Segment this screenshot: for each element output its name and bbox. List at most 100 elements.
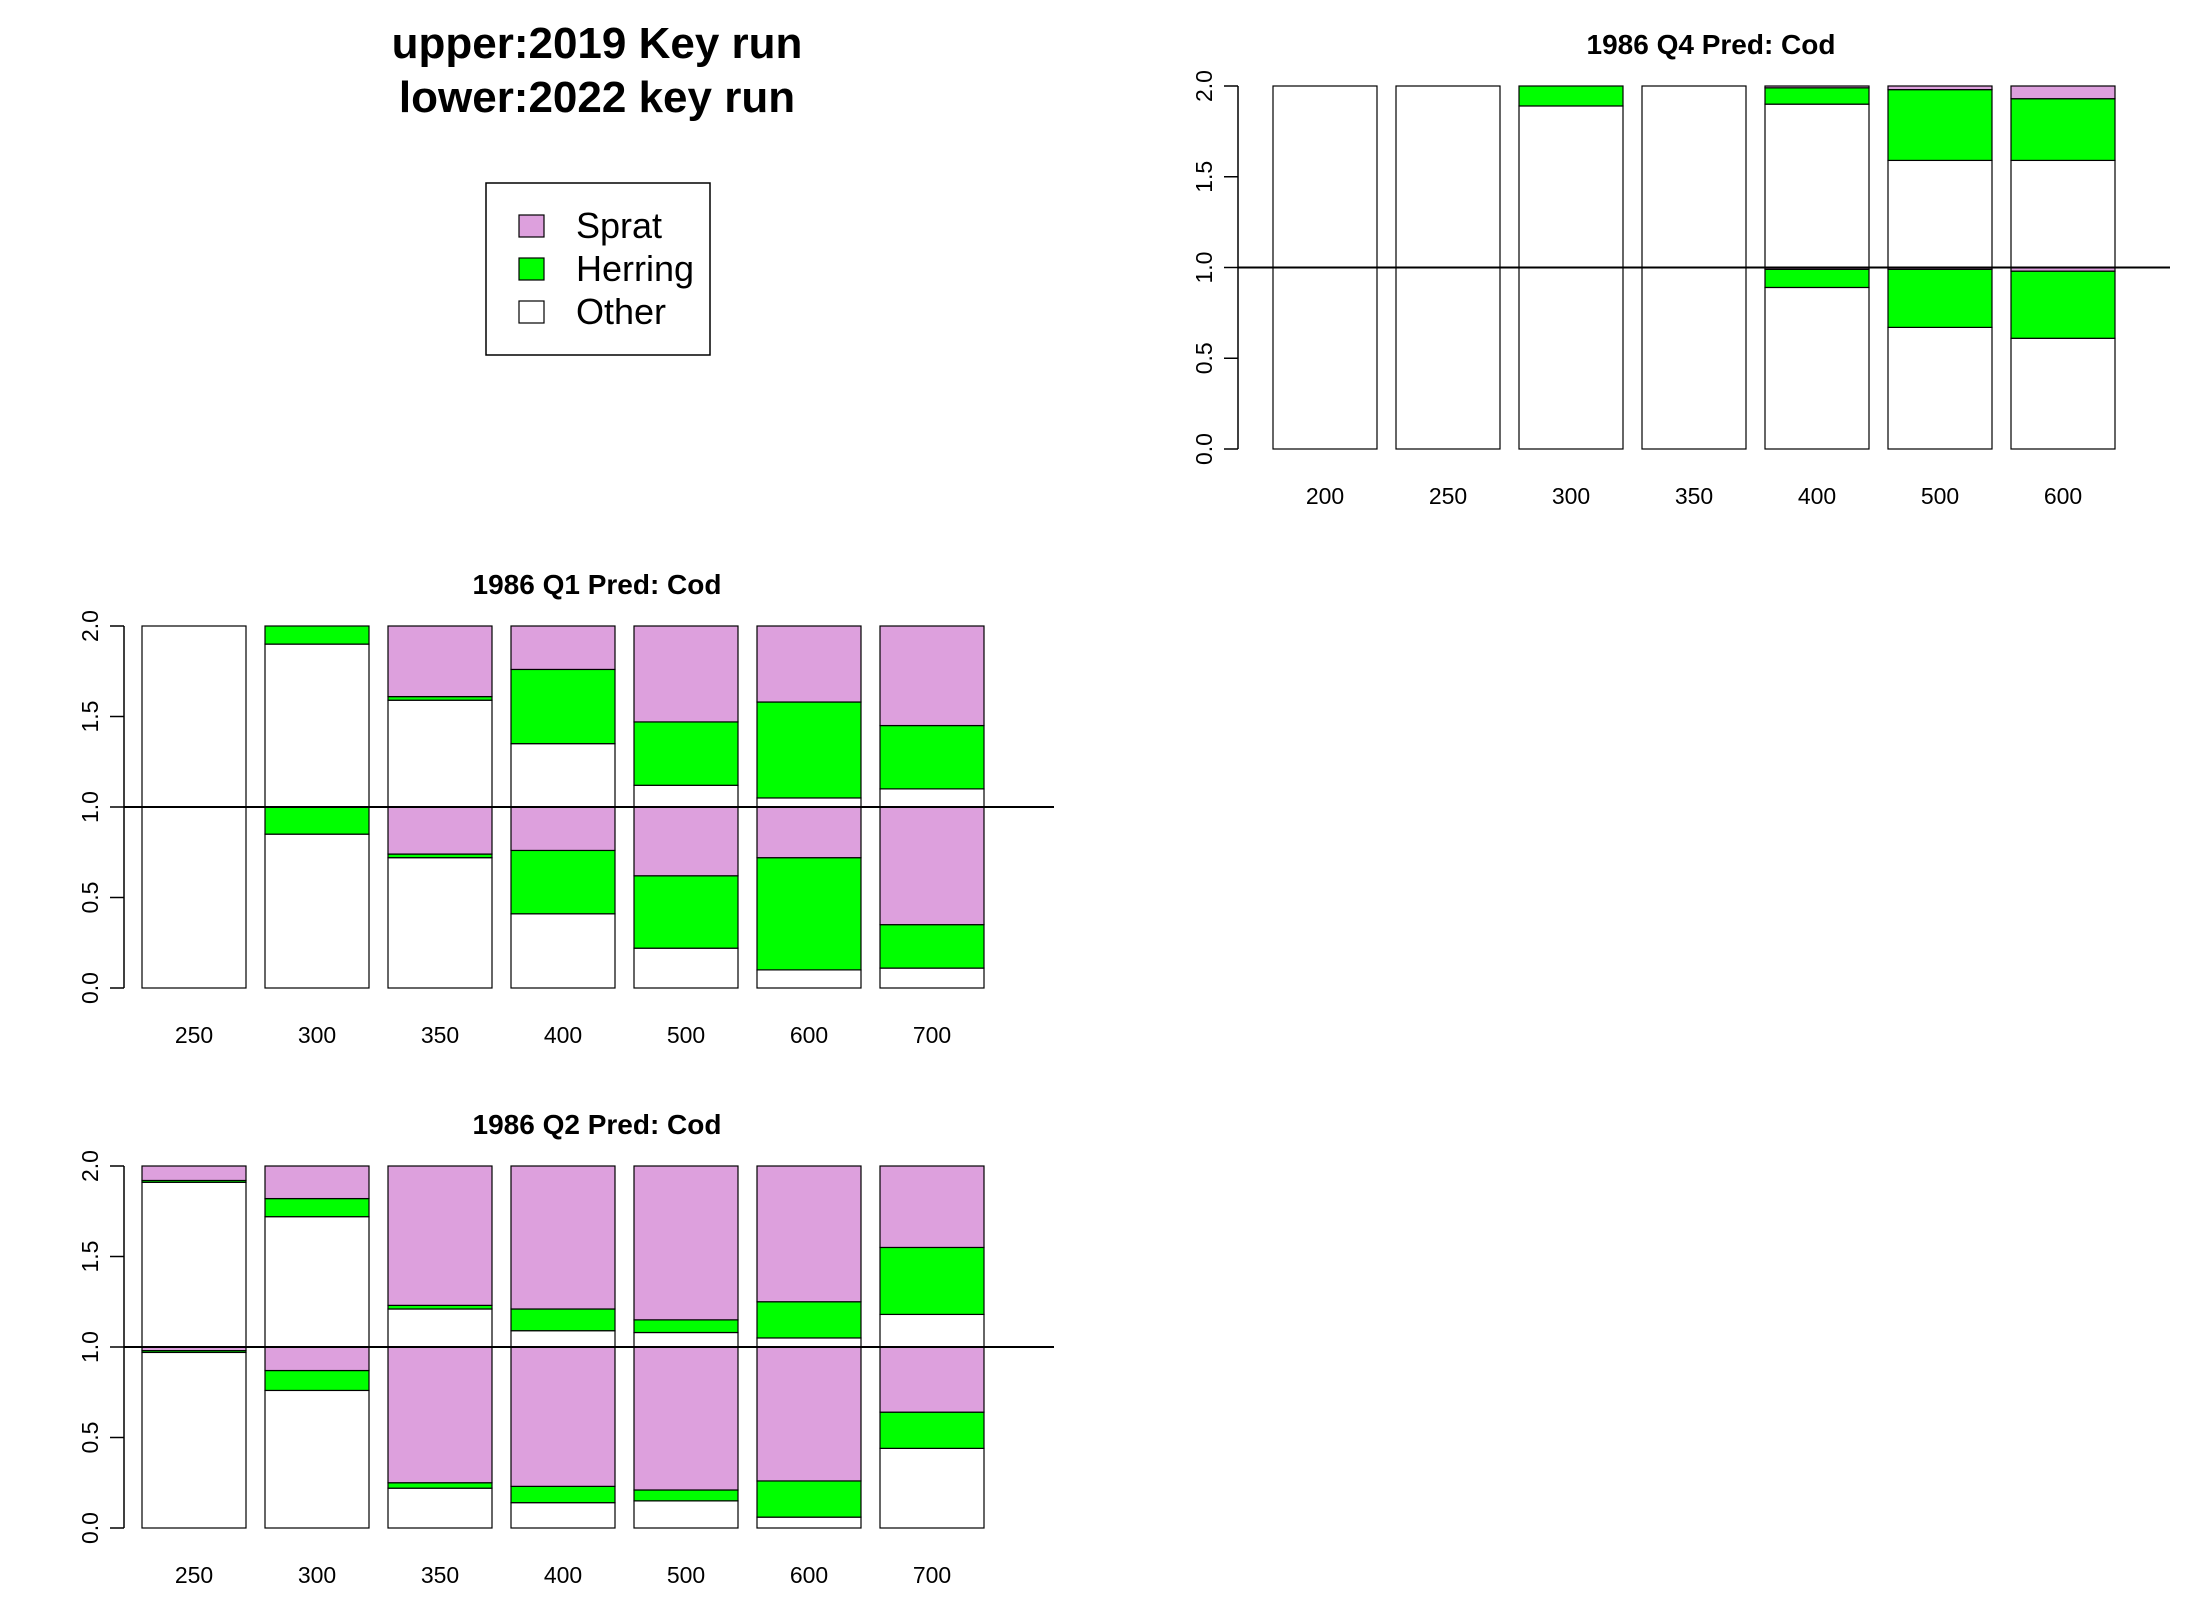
x-tick-label: 600 <box>2044 483 2082 509</box>
chart-panel-1986-q1: 1986 Q1 Pred: Cod 0.0 0.5 1.0 1.5 2.0 250 300 35… <box>77 569 1054 1048</box>
bar-lower-other-600 <box>756 1516 862 1529</box>
x-tick-label: 300 <box>298 1022 336 1048</box>
legend-label-sprat: Sprat <box>576 205 662 246</box>
y-tick-label: 0.0 <box>77 1512 103 1544</box>
bar-lower-other-350 <box>387 1487 493 1529</box>
bar-upper-sprat-350 <box>387 1165 493 1306</box>
legend: Sprat Herring Other <box>485 182 711 356</box>
bar-lower-other-500 <box>633 947 739 989</box>
bar-upper-herring-500 <box>633 721 739 786</box>
x-tick-label: 700 <box>913 1562 951 1588</box>
x-tick-label: 300 <box>1552 483 1590 509</box>
main-title-line-2: lower:2022 key run <box>399 73 795 122</box>
bar-upper-other-700 <box>879 788 985 808</box>
bar-lower-sprat-350 <box>387 1346 493 1484</box>
bar-lower-other-250 <box>141 1351 247 1529</box>
bar-lower-sprat-700 <box>879 1346 985 1413</box>
x-tick-label: 200 <box>1306 483 1344 509</box>
x-tick-label: 500 <box>1921 483 1959 509</box>
y-tick-label: 0.5 <box>77 1422 103 1454</box>
bar-upper-herring-700 <box>879 1246 985 1316</box>
x-tick-label: 500 <box>667 1562 705 1588</box>
bar-lower-herring-700 <box>879 1411 985 1449</box>
x-tick-label: 400 <box>544 1562 582 1588</box>
bar-lower-other-400 <box>1764 286 1870 450</box>
bar-lower-sprat-400 <box>510 806 616 852</box>
panel-title: 1986 Q1 Pred: Cod <box>473 569 722 600</box>
bar-upper-herring-300 <box>264 1197 370 1218</box>
bar-lower-other-600 <box>2010 337 2116 450</box>
x-tick-label: 250 <box>1429 483 1467 509</box>
bar-lower-other-700 <box>879 967 985 989</box>
bar-upper-other-600 <box>756 1337 862 1348</box>
bar-upper-other-400 <box>510 1330 616 1348</box>
bar-lower-other-250 <box>141 806 247 989</box>
bar-upper-sprat-600 <box>756 1165 862 1303</box>
bar-lower-herring-500 <box>633 1489 739 1502</box>
bar-upper-herring-400 <box>510 1308 616 1332</box>
bar-upper-sprat-400 <box>1764 85 1870 89</box>
y-tick-label: 0.5 <box>1191 342 1217 374</box>
bar-lower-sprat-400 <box>510 1346 616 1487</box>
y-tick-label: 0.0 <box>77 972 103 1004</box>
legend-label-herring: Herring <box>576 248 694 289</box>
bar-lower-sprat-300 <box>264 1346 370 1372</box>
bar-lower-herring-300 <box>264 1369 370 1392</box>
bar-upper-sprat-500 <box>633 1165 739 1321</box>
bar-upper-sprat-600 <box>756 625 862 703</box>
legend-label-other: Other <box>576 291 666 332</box>
panel-title: 1986 Q2 Pred: Cod <box>473 1109 722 1140</box>
bar-lower-herring-400 <box>510 1485 616 1504</box>
bar-lower-herring-350 <box>387 1482 493 1489</box>
bar-upper-other-400 <box>510 743 616 808</box>
legend-swatch-herring <box>518 257 545 281</box>
bar-lower-herring-700 <box>879 924 985 969</box>
bar-upper-sprat-350 <box>387 625 493 698</box>
x-tick-label: 300 <box>298 1562 336 1588</box>
x-tick-label: 400 <box>544 1022 582 1048</box>
y-tick-label: 1.5 <box>1191 161 1217 193</box>
bar-lower-sprat-700 <box>879 806 985 926</box>
x-tick-label: 350 <box>421 1562 459 1588</box>
bar-upper-other-350 <box>387 1308 493 1348</box>
bar-upper-other-350 <box>1641 85 1747 269</box>
bar-upper-herring-600 <box>2010 98 2116 162</box>
bar-lower-herring-400 <box>510 849 616 915</box>
bar-lower-other-350 <box>387 857 493 989</box>
bar-upper-sprat-300 <box>264 1165 370 1200</box>
bar-upper-sprat-700 <box>879 625 985 727</box>
bar-lower-other-300 <box>264 1389 370 1529</box>
bar-lower-herring-500 <box>633 875 739 949</box>
bar-lower-other-700 <box>879 1447 985 1529</box>
y-tick-label: 2.0 <box>77 1150 103 1182</box>
bar-upper-other-250 <box>141 625 247 808</box>
bar-lower-sprat-500 <box>633 806 739 877</box>
bar-upper-other-500 <box>633 784 739 808</box>
bar-upper-other-300 <box>264 1216 370 1348</box>
bar-upper-other-300 <box>264 643 370 808</box>
bar-upper-other-200 <box>1272 85 1378 269</box>
x-tick-label: 350 <box>1675 483 1713 509</box>
bar-lower-other-350 <box>1641 266 1747 450</box>
bar-lower-other-200 <box>1272 266 1378 450</box>
y-tick-label: 1.0 <box>1191 252 1217 284</box>
y-tick-label: 1.5 <box>77 1241 103 1273</box>
x-tick-label: 600 <box>790 1562 828 1588</box>
bar-upper-other-600 <box>756 797 862 808</box>
bar-upper-other-700 <box>879 1313 985 1348</box>
bar-upper-other-500 <box>1887 159 1993 269</box>
bar-lower-herring-400 <box>1764 268 1870 289</box>
x-tick-label: 600 <box>790 1022 828 1048</box>
y-tick-label: 1.0 <box>77 791 103 823</box>
bar-upper-herring-300 <box>1518 85 1624 107</box>
legend-swatch-sprat <box>518 214 545 238</box>
bar-lower-other-500 <box>1887 326 1993 450</box>
panel-title: 1986 Q4 Pred: Cod <box>1587 29 1836 60</box>
chart-panel-1986-q4: 1986 Q4 Pred: Cod 0.0 0.5 1.0 1.5 2.0 200 250 30… <box>1191 29 2170 509</box>
bar-upper-herring-300 <box>264 625 370 645</box>
bar-lower-other-250 <box>1395 266 1501 450</box>
y-tick-label: 0.5 <box>77 882 103 914</box>
bar-upper-other-350 <box>387 699 493 808</box>
bar-upper-other-300 <box>1518 105 1624 269</box>
bar-upper-herring-600 <box>756 1301 862 1339</box>
